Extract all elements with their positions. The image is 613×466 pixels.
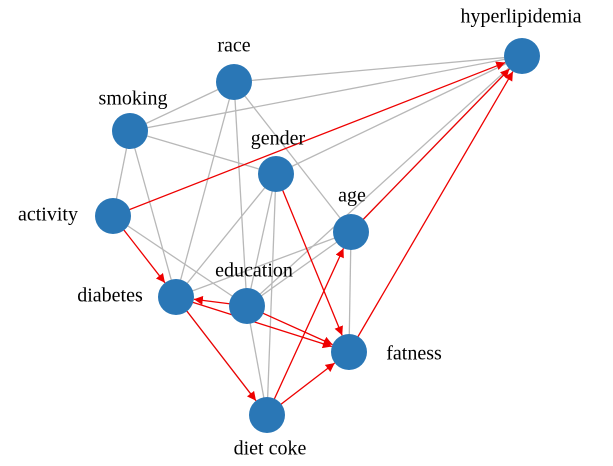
edge [129, 130, 177, 298]
directed-edge [175, 296, 257, 402]
edge [175, 81, 235, 298]
edge [233, 81, 248, 307]
node-label: diabetes [77, 285, 143, 307]
edge [246, 55, 523, 307]
edge [233, 81, 352, 233]
node [258, 156, 294, 192]
edge [246, 305, 268, 416]
node [158, 279, 194, 315]
node-label: education [215, 260, 293, 282]
edge [246, 173, 277, 307]
edge [129, 130, 277, 175]
edge [233, 55, 523, 83]
node-label: race [217, 35, 250, 57]
edge [275, 55, 523, 175]
node-label: hyperlipidemia [460, 6, 581, 28]
edge [266, 173, 277, 416]
edge [129, 55, 523, 132]
directed-edge [348, 71, 514, 353]
directed-edge [112, 61, 506, 217]
directed-edge [275, 173, 343, 336]
labels: hyperlipidemia race smoking gender activity a… [18, 6, 582, 460]
node-label: age [338, 185, 366, 207]
edge [246, 231, 352, 307]
node-label: activity [18, 204, 78, 226]
edge [175, 173, 277, 298]
node [333, 214, 369, 250]
node [249, 397, 285, 433]
node-label: diet coke [234, 438, 307, 460]
edge [175, 231, 352, 298]
nodes [95, 38, 540, 433]
edges [112, 55, 523, 416]
node [504, 38, 540, 74]
node-label: fatness [386, 343, 442, 365]
node [112, 113, 148, 149]
node [229, 288, 265, 324]
edge [129, 81, 235, 132]
directed-edge [350, 68, 510, 233]
node [331, 334, 367, 370]
edge [348, 231, 352, 353]
edge [112, 215, 248, 307]
directed-edge [266, 248, 345, 416]
node [216, 64, 252, 100]
node [95, 198, 131, 234]
node-label: gender [251, 128, 306, 150]
node-label: smoking [99, 88, 168, 110]
